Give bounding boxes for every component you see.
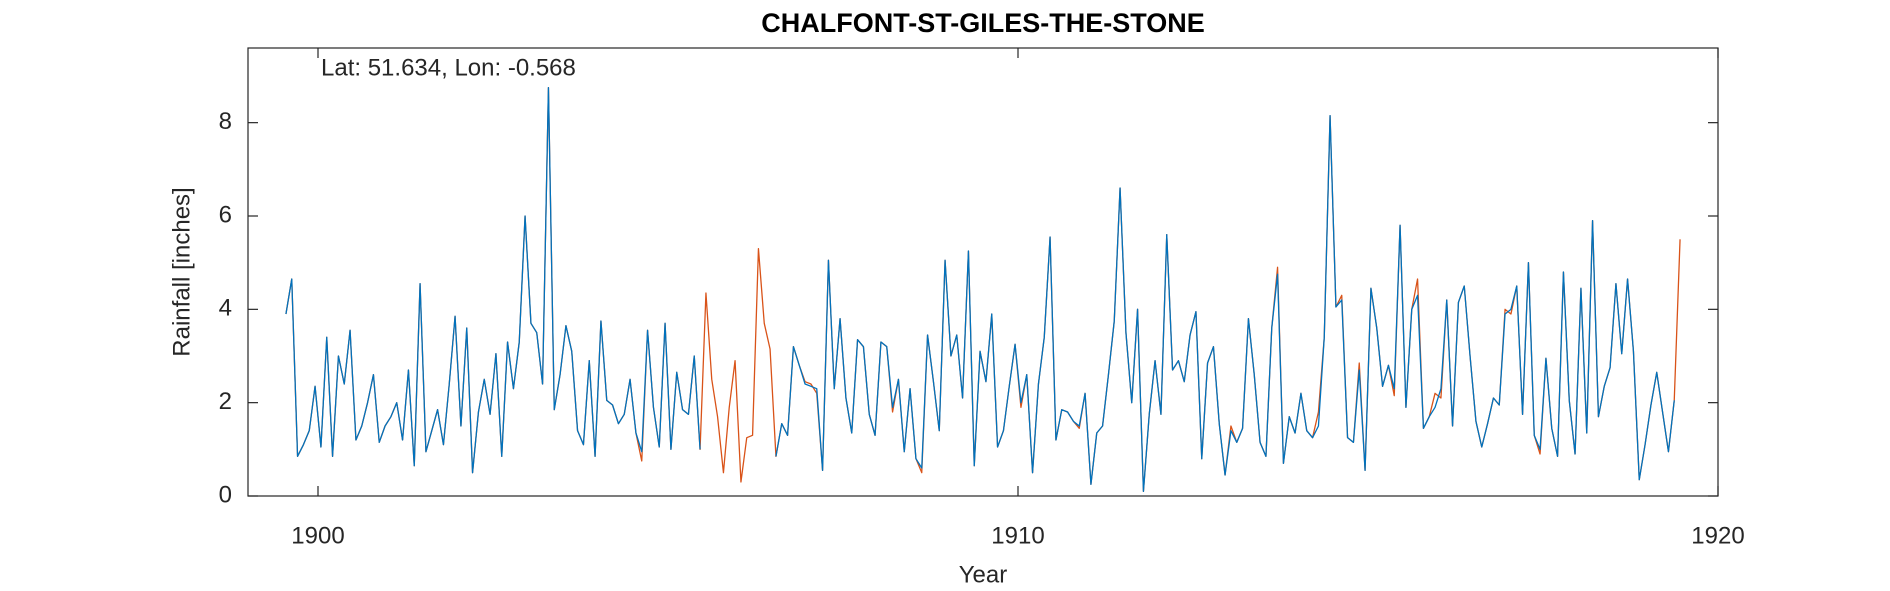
x-axis-label: Year: [959, 561, 1008, 588]
x-tick-label: 1910: [991, 522, 1044, 549]
y-tick-label: 0: [219, 481, 232, 508]
annotation: Lat: 51.634, Lon: -0.568: [321, 54, 576, 81]
series-line: [285, 87, 1675, 492]
y-tick-label: 8: [219, 108, 232, 135]
chart-title: CHALFONT-ST-GILES-THE-STONE: [761, 8, 1205, 38]
y-tick-label: 6: [219, 201, 232, 228]
plot-frame: [247, 47, 1719, 497]
y-axis-label: Rainfall [inches]: [168, 187, 195, 356]
x-tick-label: 1900: [291, 522, 344, 549]
y-tick-label: 2: [219, 388, 232, 415]
y-tick-label: 4: [219, 295, 232, 322]
x-tick-label: 1920: [1691, 522, 1744, 549]
